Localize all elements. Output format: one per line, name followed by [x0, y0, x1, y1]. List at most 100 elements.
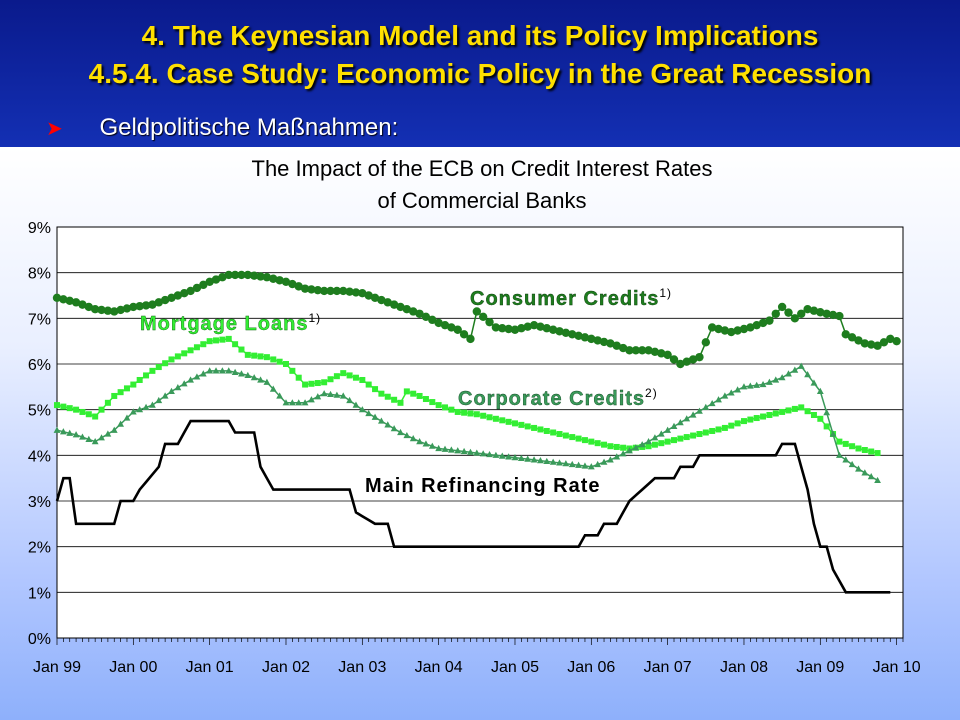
data-point — [333, 391, 341, 398]
data-point — [135, 301, 144, 311]
data-point — [391, 396, 398, 403]
data-point — [256, 272, 265, 281]
data-point — [358, 289, 367, 298]
x-tick-label: Jan 03 — [338, 659, 386, 676]
data-point — [250, 374, 258, 381]
data-point — [129, 302, 138, 312]
data-point — [282, 361, 289, 367]
data-point — [200, 341, 207, 348]
data-point — [428, 315, 437, 325]
data-point — [816, 308, 825, 317]
data-point — [618, 343, 628, 353]
data-point — [123, 385, 130, 392]
data-point — [308, 380, 315, 387]
data-point — [499, 417, 506, 424]
data-point — [677, 435, 684, 442]
data-point — [251, 352, 258, 359]
plot-area — [56, 226, 904, 639]
data-point — [110, 307, 119, 316]
data-point — [791, 405, 798, 412]
data-point — [518, 421, 525, 428]
data-point — [816, 387, 824, 394]
data-point — [714, 324, 723, 334]
data-point — [613, 443, 620, 450]
data-point — [180, 380, 188, 387]
data-point — [270, 356, 277, 363]
data-point — [651, 441, 658, 448]
data-point — [478, 312, 488, 322]
series-group — [52, 270, 901, 594]
data-point — [524, 455, 532, 462]
data-point — [84, 302, 94, 312]
data-point — [168, 356, 175, 363]
data-point — [257, 376, 264, 383]
series-line — [56, 365, 878, 482]
data-point — [174, 353, 181, 360]
data-point — [849, 443, 856, 450]
data-point — [511, 420, 518, 427]
data-point — [779, 408, 786, 415]
data-point — [638, 441, 646, 448]
data-point — [98, 434, 105, 441]
series-label: Corporate Credits2) — [458, 386, 658, 410]
data-point — [823, 423, 830, 430]
data-point — [613, 453, 621, 460]
data-point — [435, 402, 442, 409]
arrow-bullet-icon: ➤ — [46, 118, 63, 140]
data-point — [486, 450, 493, 458]
data-point — [333, 373, 340, 380]
data-point — [186, 286, 195, 296]
data-point — [454, 447, 462, 454]
axes: 0% 1% 2% 3% 4% 5% 6% 7% 8% 9% Jan 99 Jan 00 Jan 01 Ja… — [28, 220, 921, 676]
data-point — [345, 287, 354, 296]
data-point — [130, 381, 137, 388]
data-point — [403, 388, 410, 395]
data-point — [835, 311, 844, 321]
data-point — [91, 438, 99, 445]
data-point — [777, 302, 787, 312]
data-point — [696, 407, 703, 414]
data-point — [785, 370, 792, 377]
data-point — [581, 437, 588, 444]
data-point — [835, 451, 843, 458]
x-tick-label: Jan 05 — [491, 659, 539, 676]
data-point — [550, 429, 557, 436]
data-point — [409, 307, 418, 316]
data-point — [758, 318, 768, 328]
data-point — [294, 282, 303, 291]
data-point — [155, 364, 162, 371]
data-point — [645, 438, 652, 445]
data-point — [346, 396, 354, 404]
data-point — [823, 409, 831, 416]
data-point — [505, 418, 512, 425]
data-point — [219, 336, 226, 343]
data-point — [384, 393, 391, 400]
data-point — [148, 300, 157, 309]
data-point — [612, 341, 621, 350]
data-point — [753, 415, 760, 422]
data-point — [549, 458, 557, 465]
data-point — [416, 438, 423, 445]
data-point — [504, 324, 513, 334]
data-point — [753, 381, 761, 388]
data-point — [136, 406, 144, 413]
x-tick-label: Jan 10 — [873, 659, 921, 676]
data-point — [397, 428, 404, 436]
data-point — [867, 473, 875, 480]
data-point — [257, 353, 264, 360]
data-point — [53, 426, 61, 433]
data-point — [447, 446, 455, 453]
data-point — [321, 379, 328, 386]
data-point — [517, 454, 525, 461]
data-point — [459, 330, 469, 339]
data-point — [205, 277, 214, 286]
data-point — [396, 302, 405, 312]
data-point — [206, 338, 213, 345]
data-point — [90, 305, 100, 314]
data-point — [695, 352, 704, 362]
data-point — [359, 376, 366, 383]
data-point — [352, 401, 360, 408]
data-point — [548, 325, 558, 334]
data-point — [817, 415, 824, 422]
data-point — [790, 314, 800, 323]
